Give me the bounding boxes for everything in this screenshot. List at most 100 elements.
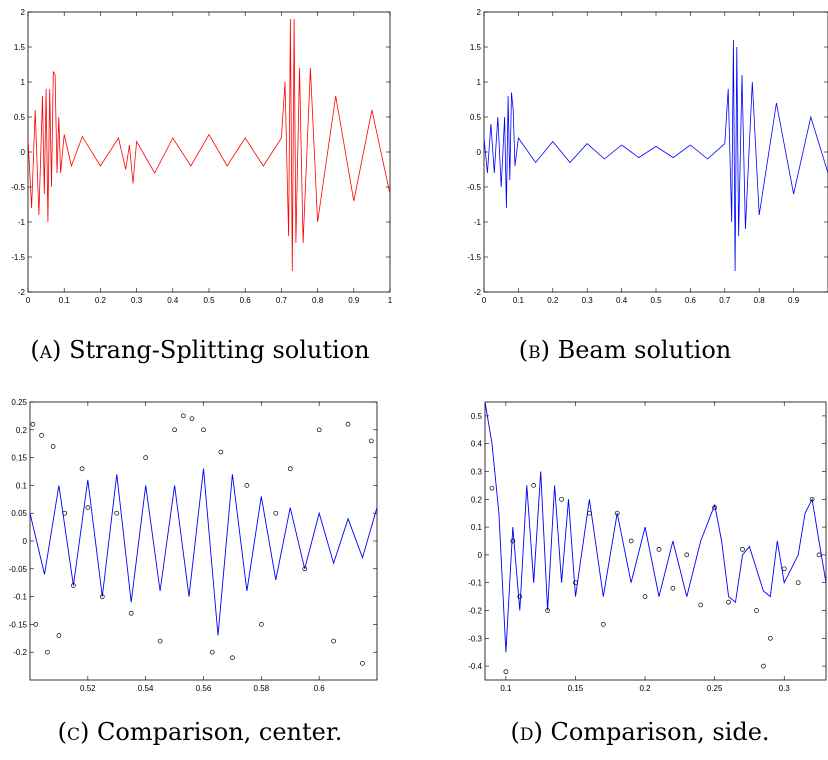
x-tick-label: 0.7 <box>719 296 731 305</box>
y-tick-label: 0.2 <box>471 495 483 504</box>
data-point <box>99 594 105 599</box>
plot-frame <box>29 401 378 681</box>
y-tick-label: 0.15 <box>11 454 27 463</box>
beam-line <box>30 468 377 636</box>
x-tick-label: 0 <box>26 296 31 305</box>
data-point <box>218 449 224 455</box>
data-point <box>712 505 718 510</box>
data-point <box>531 483 537 488</box>
y-tick-label: -1 <box>18 218 26 227</box>
y-tick-label: -0.3 <box>468 634 482 643</box>
x-tick-label: 1 <box>388 296 393 305</box>
data-point <box>684 552 690 558</box>
y-tick-label: -0.05 <box>9 565 28 574</box>
data-point <box>628 538 634 544</box>
data-point <box>258 622 264 627</box>
data-point <box>545 608 550 613</box>
data-point <box>128 610 134 616</box>
y-tick-label: 2 <box>477 8 482 17</box>
x-tick-label: 0.7 <box>276 296 288 305</box>
series-line <box>484 39 828 272</box>
y-tick-label: -1.5 <box>467 253 481 262</box>
data-point <box>510 538 516 544</box>
x-tick-label: 0.25 <box>707 684 723 693</box>
data-point <box>489 485 495 491</box>
x-tick-label: 0.54 <box>138 684 154 693</box>
data-point <box>809 496 815 502</box>
x-tick-label: 0.3 <box>131 296 143 305</box>
data-point <box>62 510 68 516</box>
data-point <box>698 602 704 608</box>
y-tick-label: 0.05 <box>11 509 27 518</box>
data-point <box>345 421 351 427</box>
caption-d-letter: (d) <box>510 718 543 746</box>
data-point <box>230 655 235 661</box>
x-tick-label: 0.4 <box>616 296 628 305</box>
x-tick-label: 0.5 <box>650 296 662 305</box>
data-point <box>368 438 374 444</box>
data-point <box>656 546 662 552</box>
data-point <box>559 496 564 502</box>
y-tick-label: 0.3 <box>471 468 483 477</box>
series-line <box>28 18 390 272</box>
caption-c: (c) Comparison, center. <box>40 718 360 746</box>
y-tick-label: 0.25 <box>11 398 27 407</box>
y-tick-label: -0.2 <box>13 648 27 657</box>
data-point <box>30 421 36 427</box>
y-tick-label: 0 <box>477 148 482 157</box>
y-tick-label: 0.5 <box>14 113 26 122</box>
panel-d: -0.4 -0.3 -0.2 -0.1 0 0.1 0.2 0.3 0.4 0.5 0.1 0.15 0… <box>455 398 828 693</box>
caption-c-text: Comparison, center. <box>97 718 343 746</box>
x-tick-label: 0.2 <box>547 296 559 305</box>
y-tick-label: 0.1 <box>471 523 483 532</box>
x-tick-label: 0.8 <box>312 296 324 305</box>
data-point <box>360 660 365 666</box>
y-tick-label: 0 <box>478 551 483 560</box>
data-point <box>33 622 39 627</box>
y-tick-label: -0.5 <box>11 183 25 192</box>
data-point <box>642 594 648 599</box>
data-point <box>172 427 177 433</box>
caption-c-letter: (c) <box>57 718 90 746</box>
y-tick-label: 0 <box>23 537 28 546</box>
panel-b: -2 -1.5 -1 -0.5 0 0.5 1 1.5 2 0 0.1 0.2 0.3 0.4 0.5 0.6… <box>467 8 828 305</box>
x-tick-label: 0.2 <box>95 296 107 305</box>
y-tick-label: 2 <box>21 8 26 17</box>
data-point <box>503 669 509 675</box>
y-tick-label: 0 <box>21 148 26 157</box>
data-point <box>201 427 206 433</box>
y-tick-label: -0.5 <box>467 183 481 192</box>
caption-a: (a) Strang-Splitting solution <box>14 336 386 364</box>
x-tick-label: 0.9 <box>348 296 360 305</box>
x-tick-label: 0.8 <box>754 296 766 305</box>
data-point <box>600 622 606 627</box>
beam-line <box>485 402 826 653</box>
data-point <box>587 510 592 516</box>
data-point <box>517 594 523 599</box>
data-point <box>180 413 186 419</box>
caption-b-text: Beam solution <box>557 336 732 364</box>
y-tick-label: 0.2 <box>16 426 28 435</box>
x-tick-label: 0.1 <box>59 296 71 305</box>
data-point <box>39 433 44 438</box>
y-tick-label: 1 <box>477 78 482 87</box>
caption-b-letter: (b) <box>518 336 550 364</box>
caption-a-text: Strang-Splitting solution <box>69 336 370 364</box>
data-point <box>316 427 322 433</box>
data-point <box>143 455 149 460</box>
y-tick-label: -0.1 <box>13 593 27 602</box>
caption-d: (d) Comparison, side. <box>490 718 790 746</box>
x-tick-label: 0.3 <box>582 296 594 305</box>
data-point <box>56 633 62 638</box>
caption-a-letter: (a) <box>30 336 62 364</box>
x-tick-label: 0.52 <box>80 684 96 693</box>
y-tick-label: 1.5 <box>14 43 26 52</box>
chart-a-svg: -2 -1.5 -1 -0.5 0 0.5 1 1.5 2 0 0.1 0.2 0.3 0.4 0.5 0.6… <box>11 8 393 305</box>
data-point <box>71 583 76 588</box>
chart-d-svg: -0.4 -0.3 -0.2 -0.1 0 0.1 0.2 0.3 0.4 0.5 0.1 0.15 0… <box>468 401 827 693</box>
x-tick-label: 0.6 <box>314 684 326 693</box>
y-tick-label: 0.1 <box>16 481 28 490</box>
y-tick-label: 0.5 <box>470 113 482 122</box>
x-tick-label: 0.1 <box>513 296 525 305</box>
x-tick-label: 0.6 <box>685 296 697 305</box>
